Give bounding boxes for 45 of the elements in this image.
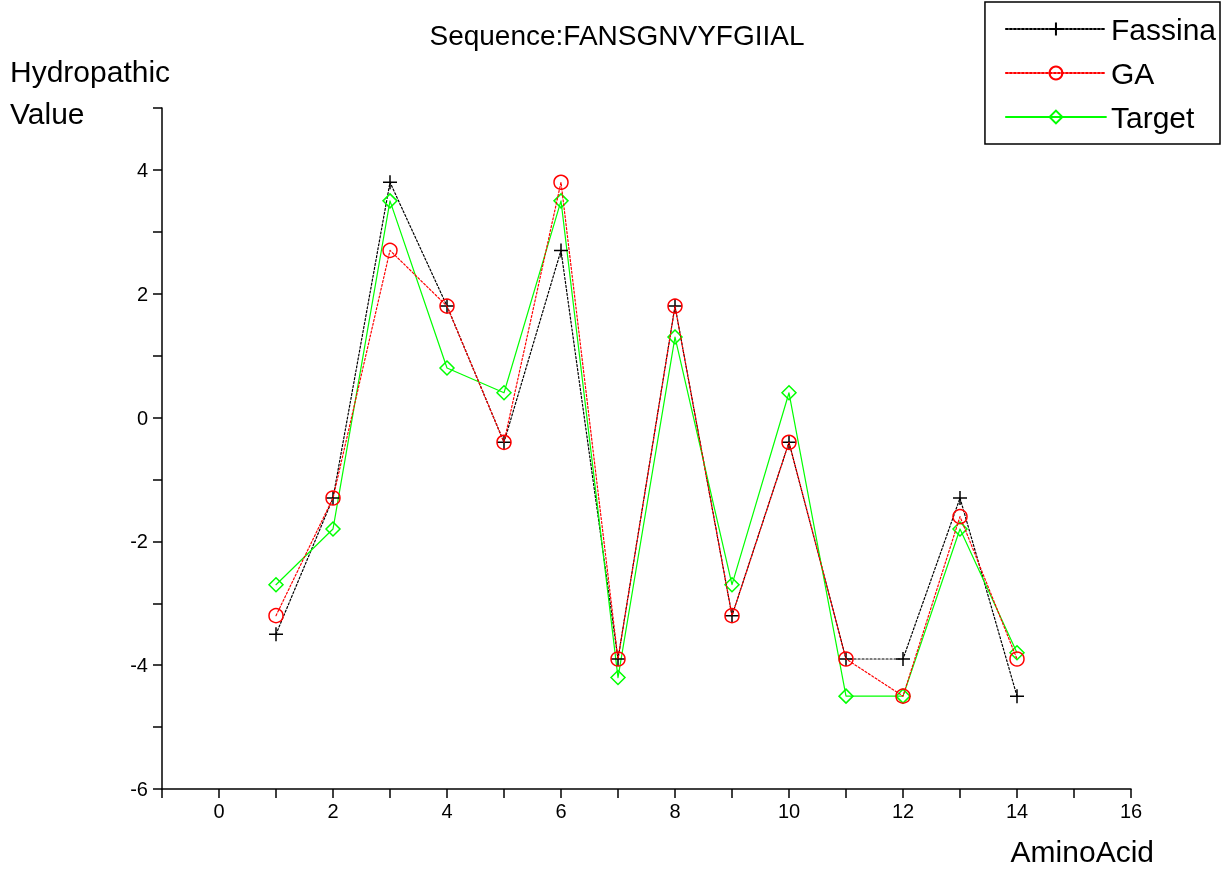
y-tick-label: 4	[136, 158, 148, 181]
y-axis-title: Hydropathic Value	[10, 54, 179, 130]
point	[895, 651, 911, 667]
y-tick-label: -4	[130, 654, 148, 677]
point	[553, 242, 569, 259]
x-tick-label: 0	[213, 800, 225, 822]
chart-title: Sequence:FANSGNVYFGIIAL	[429, 19, 805, 51]
point	[1009, 645, 1025, 661]
x-tick-label: 4	[441, 800, 453, 822]
point	[268, 607, 284, 624]
point	[838, 688, 854, 704]
point	[268, 576, 284, 593]
x-tick-label: 12	[891, 800, 915, 822]
legend-label: GA	[1110, 56, 1155, 90]
point	[1009, 688, 1025, 704]
y-tick-label: 2	[136, 282, 148, 305]
point	[382, 242, 398, 259]
point	[382, 193, 398, 209]
x-tick-label: 2	[327, 800, 339, 822]
point	[553, 174, 569, 191]
y-tick-label: -2	[130, 530, 148, 553]
legend-label: Fassina	[1110, 12, 1217, 46]
x-axis-title: AminoAcid	[1010, 834, 1155, 868]
point	[553, 193, 569, 209]
x-tick-label: 14	[1005, 800, 1029, 822]
point	[952, 490, 968, 506]
point	[667, 329, 683, 345]
legend-label: Target	[1110, 100, 1195, 134]
point	[1009, 651, 1025, 667]
x-tick-label: 6	[555, 800, 567, 822]
x-tick-label: 16	[1119, 800, 1143, 822]
point	[325, 521, 341, 537]
point	[724, 576, 740, 593]
point	[496, 385, 512, 401]
point	[439, 360, 455, 376]
y-tick-label: 0	[136, 406, 148, 429]
point	[268, 626, 284, 642]
point	[952, 508, 968, 525]
point	[781, 385, 797, 401]
x-tick-label: 8	[669, 800, 681, 822]
y-tick-label: -6	[130, 778, 148, 800]
point	[382, 174, 398, 191]
point	[610, 669, 626, 686]
x-tick-label: 10	[777, 800, 801, 822]
point	[952, 521, 968, 537]
